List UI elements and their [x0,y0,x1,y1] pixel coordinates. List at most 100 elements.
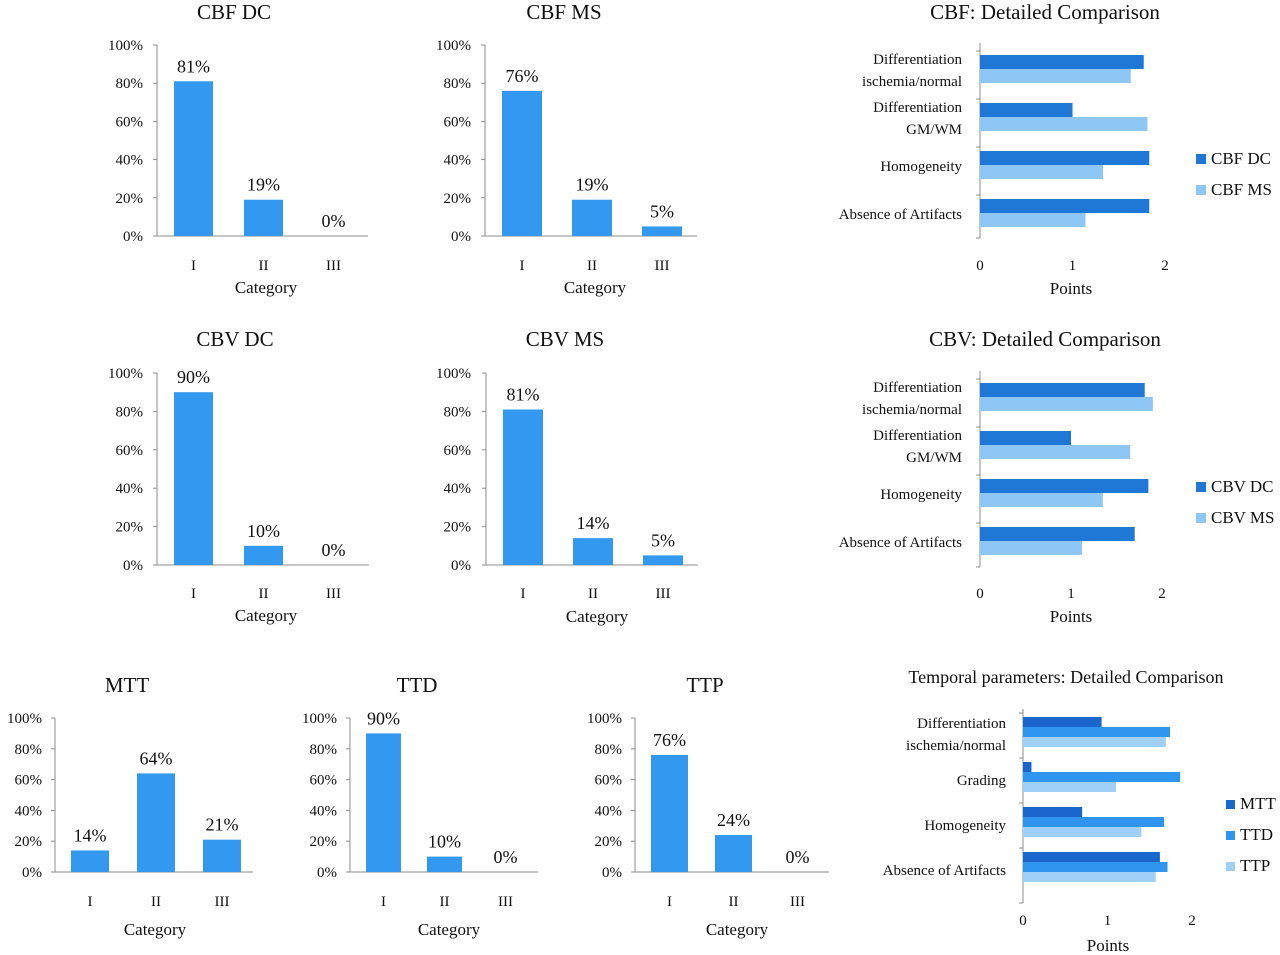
bar-i [502,90,542,236]
y-tick-label: 100% [587,711,622,727]
bar-ttd [1023,727,1171,737]
y-tick-label: 20% [444,520,472,536]
x-tick-label: 1 [1104,913,1112,929]
category-label: Absence of Artifacts [883,863,1006,879]
bar-i [174,81,213,236]
y-tick-label: 20% [116,520,144,536]
category-label: Differentiation [873,100,962,116]
bar-cbv-dc [980,479,1149,493]
bar-cbf-dc [980,199,1150,213]
x-tick-label: I [520,258,525,274]
bar-cbv-ms [980,493,1103,507]
data-label: 19% [576,175,609,195]
legend-swatch [1196,185,1206,195]
legend-swatch [1196,513,1206,523]
legend-swatch [1196,482,1206,492]
legend: CBV DC CBV MS [1196,477,1274,527]
y-tick-label: 80% [444,404,472,420]
category-label: ischemia/normal [906,738,1006,754]
y-tick-label: 0% [22,865,42,881]
y-tick-label: 80% [310,742,338,758]
legend-swatch [1196,154,1206,164]
y-tick-label: 100% [7,711,42,727]
y-tick-label: 40% [116,153,144,169]
bar-ii [573,538,613,565]
chart-title: TTD [397,673,438,697]
bar-ii [137,773,175,872]
y-tick-label: 40% [444,153,472,169]
bar-ii [244,545,283,565]
y-tick-label: 0% [451,229,471,245]
x-tick-label: 0 [976,258,984,274]
data-label: 10% [428,832,461,852]
bar-cbf-dc [980,151,1150,165]
y-tick-label: 60% [310,773,338,789]
category-label: Differentiation [873,428,962,444]
chart-ttp: TTP 0% 20% 40% 60% 80% 100% 76% I 24% II 0% III Categ… [587,673,829,939]
x-tick-label: 1 [1067,586,1075,602]
bar-cbf-ms [980,117,1148,131]
bar-mtt [1023,717,1102,727]
x-tick-label: II [587,258,597,274]
legend-swatch [1226,831,1235,840]
bar-cbf-dc [980,103,1073,117]
legend-label: CBF MS [1211,180,1272,199]
category-label: Homogeneity [880,487,962,503]
x-tick-label: III [655,258,670,274]
x-tick-label: I [191,258,196,274]
data-label: 21% [206,815,239,835]
legend-label: MTT [1240,794,1277,813]
legend-label: CBF DC [1211,149,1271,168]
data-label: 14% [577,513,610,533]
bar-cbv-ms [980,445,1131,459]
legend-swatch [1226,862,1235,871]
x-tick-label: 1 [1069,258,1077,274]
y-tick-label: 40% [595,803,623,819]
x-tick-label: II [151,894,161,910]
chart-title: CBV: Detailed Comparison [929,327,1161,351]
y-tick-label: 20% [444,191,472,207]
category-label: Grading [957,773,1007,789]
y-tick-label: 100% [436,38,471,54]
bar-ii [715,835,752,872]
x-tick-label: I [381,894,386,910]
y-tick-label: 80% [444,76,472,92]
data-label: 81% [507,384,540,404]
y-tick-label: 100% [108,38,143,54]
bar-cbf-ms [980,165,1104,179]
bar-i [174,392,213,565]
chart-mtt: MTT 0% 20% 40% 60% 80% 100% 14% I 64% II 21% III Cate… [7,673,253,939]
bar-ttd [1023,817,1165,827]
x-axis-title: Points [1050,607,1093,626]
chart-cbf-dc: CBF DC 0% 20% 40% 60% 80% 100% 81% I 19% II 0% III Ca… [108,0,368,297]
x-axis-title: Category [418,920,481,939]
y-tick-label: 80% [595,742,623,758]
x-axis-title: Category [706,920,769,939]
y-tick-label: 60% [595,773,623,789]
bar-cbf-ms [980,69,1131,83]
chart-title: CBV DC [196,327,273,351]
category-label: Homogeneity [924,818,1006,834]
data-label: 64% [140,748,173,768]
y-tick-label: 100% [108,366,143,382]
legend-swatch [1226,800,1235,809]
category-label: Homogeneity [880,159,962,175]
x-axis-title: Points [1087,936,1130,955]
y-tick-label: 0% [123,558,143,574]
x-tick-label: 2 [1161,258,1169,274]
category-label: Differentiation [873,380,962,396]
legend-label: TTP [1240,856,1270,875]
y-tick-label: 60% [15,773,43,789]
data-label: 76% [506,66,539,86]
legend-label: CBV DC [1211,477,1274,496]
bar-ii [427,856,462,872]
y-tick-label: 100% [436,366,471,382]
bar-ttp [1023,782,1116,792]
y-tick-label: 20% [15,834,43,850]
legend-label: TTD [1240,825,1273,844]
chart-title: CBF MS [526,0,601,24]
category-label: GM/WM [906,122,962,138]
x-tick-label: 0 [1019,913,1027,929]
y-tick-label: 40% [444,481,472,497]
